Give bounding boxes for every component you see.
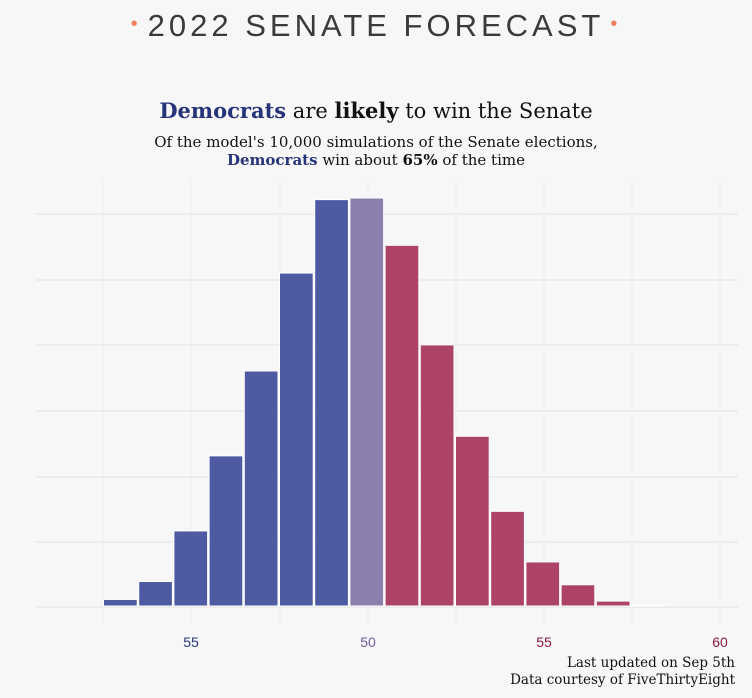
histogram-bar-57 <box>103 598 138 607</box>
histogram-bar-53 <box>243 370 279 607</box>
chart-subtitle: Of the model's 10,000 simulations of the… <box>0 133 752 169</box>
histogram-bar-43 <box>595 600 631 607</box>
subtitle-line1: Of the model's 10,000 simulations of the… <box>154 133 598 151</box>
headline-party: Democrats <box>159 98 287 123</box>
headline-end: to win the Senate <box>405 99 593 123</box>
histogram-bar-46 <box>490 510 525 607</box>
histogram-bar-47 <box>455 435 490 607</box>
page-header: • 2022 SENATE FORECAST • <box>0 8 752 44</box>
x-tick-label: 50 <box>360 634 376 650</box>
histogram-bar-50 <box>349 197 385 607</box>
subtitle-end: of the time <box>442 151 525 169</box>
page-title: 2022 SENATE FORECAST <box>147 8 605 43</box>
x-tick-label: 55 <box>183 634 199 650</box>
x-tick-label: 60 <box>712 634 728 650</box>
chart-headline: Democrats are likely to win the Senate <box>0 98 752 123</box>
headline-strong: likely <box>334 98 399 123</box>
histogram-bar-55 <box>173 530 209 607</box>
histogram-bar-48 <box>419 344 455 607</box>
data-source: Data courtesy of FiveThirtyEight <box>510 672 735 688</box>
chart-footer: Last updated on Sep 5th Data courtesy of… <box>510 655 735 689</box>
histogram-bar-42 <box>631 604 666 607</box>
subtitle-mid: win about <box>322 151 398 169</box>
histogram-bar-51 <box>314 199 349 607</box>
histogram-bar-44 <box>560 584 596 607</box>
histogram-bar-49 <box>384 244 420 607</box>
dot-left-icon: • <box>130 13 142 35</box>
dot-right-icon: • <box>610 13 622 35</box>
histogram-bar-45 <box>525 561 561 607</box>
subtitle-line2: Democrats win about 65% of the time <box>0 151 752 169</box>
headline-mid: are <box>292 99 328 123</box>
histogram-bar-52 <box>279 272 314 607</box>
histogram-bar-56 <box>138 581 173 607</box>
subtitle-party: Democrats <box>226 151 318 169</box>
histogram-bar-54 <box>208 455 244 607</box>
x-tick-label: 55 <box>536 634 552 650</box>
subtitle-pct: 65% <box>402 151 438 169</box>
last-updated: Last updated on Sep 5th <box>566 655 735 671</box>
